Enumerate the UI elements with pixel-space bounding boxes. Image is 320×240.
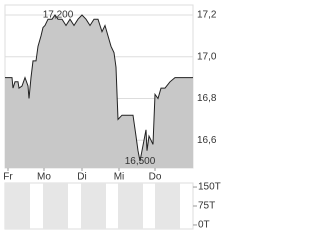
volume-tick-label: 0T: [198, 220, 210, 231]
day-band: [118, 183, 143, 229]
annotation: 16,500: [125, 156, 156, 167]
x-tick-label: Mi: [114, 172, 125, 183]
day-band: [5, 183, 30, 229]
x-tick-label: Fr: [3, 172, 13, 183]
x-tick-label: Di: [77, 172, 86, 183]
x-tick-label: Do: [149, 172, 162, 183]
y-tick-label: 17,2: [197, 10, 217, 21]
day-band: [81, 183, 106, 229]
x-tick-label: Mo: [37, 172, 51, 183]
volume-tick-label: 150T: [198, 182, 221, 193]
price-area: [5, 15, 193, 168]
price-line: [5, 14, 193, 162]
day-band: [43, 183, 68, 229]
chart: 16,6 16,8 17,0 17,2 Fr Mo Di Mi Do 17,200 16,500 0T…: [3, 4, 221, 231]
day-band: [155, 183, 180, 229]
page: {"chart_data": {"type": "area", "x": [0,…: [3, 4, 221, 231]
y-tick-label: 16,8: [197, 93, 217, 104]
annotation: 17,200: [43, 10, 74, 21]
y-tick-label: 17,0: [197, 51, 217, 62]
volume-tick-label: 75T: [198, 201, 215, 212]
y-tick-label: 16,6: [197, 135, 217, 146]
